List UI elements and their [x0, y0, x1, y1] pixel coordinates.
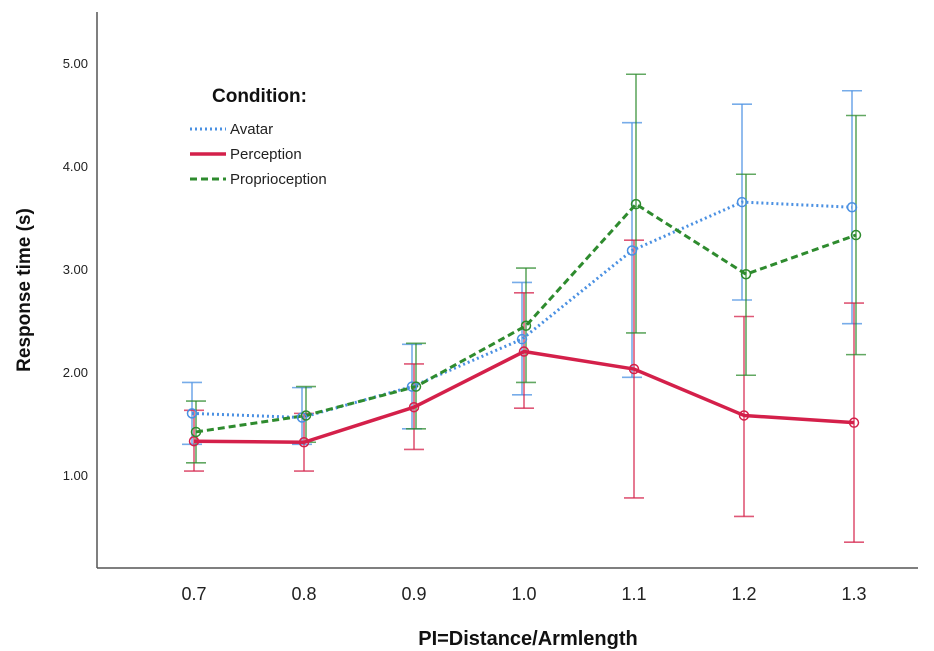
y-tick-label: 4.00	[63, 159, 88, 174]
data-point	[520, 320, 532, 332]
legend-label: Proprioception	[230, 171, 327, 188]
x-tick-label: 0.8	[291, 584, 316, 604]
data-point	[410, 381, 422, 392]
x-tick-label: 0.7	[181, 584, 206, 604]
legend-label: Avatar	[230, 121, 273, 138]
error-bars	[182, 73, 866, 544]
data-point	[846, 201, 858, 213]
x-tick-labels: 0.7 0.8 0.9 1.0 1.1 1.2 1.3	[181, 584, 866, 604]
data-point	[408, 401, 420, 413]
data-point	[736, 196, 748, 208]
data-point	[630, 198, 642, 210]
chart-axes	[96, 12, 918, 569]
y-tick-labels: 1.00 2.00 3.00 4.00 5.00	[63, 56, 88, 483]
data-point	[190, 426, 202, 438]
data-point	[738, 410, 750, 421]
x-tick-label: 1.1	[621, 584, 646, 604]
x-tick-label: 1.2	[731, 584, 756, 604]
data-point	[850, 229, 862, 241]
data-point	[298, 436, 310, 448]
series-line-perception	[193, 349, 855, 444]
data-point	[626, 245, 638, 256]
y-tick-label: 1.00	[63, 468, 88, 483]
y-tick-label: 5.00	[63, 56, 88, 71]
y-axis-title: Response time (s)	[14, 208, 35, 372]
data-point	[516, 333, 528, 345]
x-tick-label: 0.9	[401, 584, 426, 604]
y-tick-label: 3.00	[63, 262, 88, 277]
data-point	[186, 408, 198, 419]
data-point	[740, 268, 752, 280]
data-point	[628, 363, 640, 375]
legend: Condition: Avatar Perception Proprioceptio…	[190, 86, 327, 188]
series-markers	[186, 196, 862, 448]
y-tick-label: 2.00	[63, 365, 88, 380]
legend-label: Perception	[230, 146, 302, 163]
data-point	[848, 417, 860, 428]
data-point	[406, 381, 418, 392]
data-point	[518, 346, 530, 357]
x-tick-label: 1.3	[841, 584, 866, 604]
x-tick-label: 1.0	[511, 584, 536, 604]
legend-title: Condition:	[212, 86, 307, 107]
data-point	[300, 410, 312, 421]
x-axis-title: PI=Distance/Armlength	[418, 628, 638, 650]
